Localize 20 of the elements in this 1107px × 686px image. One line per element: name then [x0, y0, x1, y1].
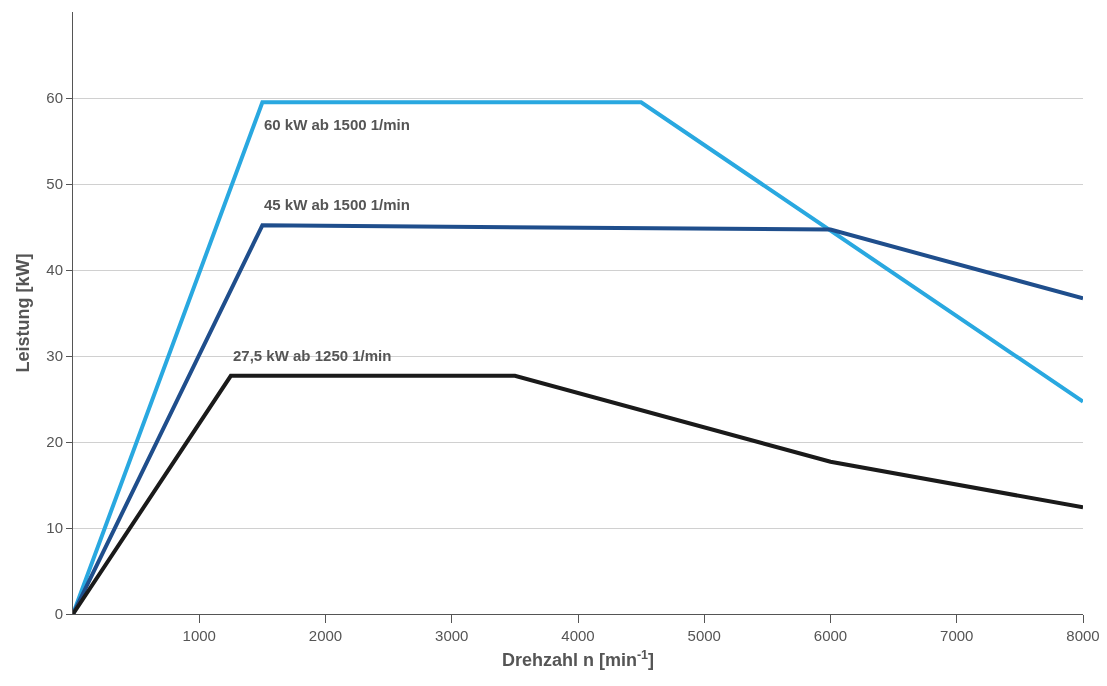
annotation: 27,5 kW ab 1250 1/min: [233, 347, 392, 364]
x-tick-label: 8000: [1066, 627, 1100, 644]
x-tick-label: 5000: [687, 627, 721, 644]
annotation: 60 kW ab 1500 1/min: [264, 116, 410, 133]
x-tick-label: 3000: [435, 627, 469, 644]
y-tick-label: 60: [46, 89, 63, 107]
x-axis-title: Drehzahl n [min$^{-1}$]: [501, 647, 655, 671]
y-tick-label: 0: [54, 605, 63, 623]
y-tick-label: 50: [46, 175, 63, 193]
x-tick-label: 4000: [561, 627, 595, 644]
x-tick-label: 1000: [182, 627, 216, 644]
y-tick-label: 20: [46, 433, 63, 451]
x-tick-label: 7000: [940, 627, 974, 644]
x-tick-label: 6000: [813, 627, 848, 644]
annotation: 45 kW ab 1500 1/min: [264, 196, 410, 213]
y-tick-label: 40: [46, 261, 63, 279]
y-axis-title: Leistung [kW]: [12, 253, 33, 373]
y-tick-label: 30: [46, 347, 63, 365]
y-tick-label: 10: [46, 519, 63, 537]
x-tick-label: 2000: [308, 627, 343, 644]
